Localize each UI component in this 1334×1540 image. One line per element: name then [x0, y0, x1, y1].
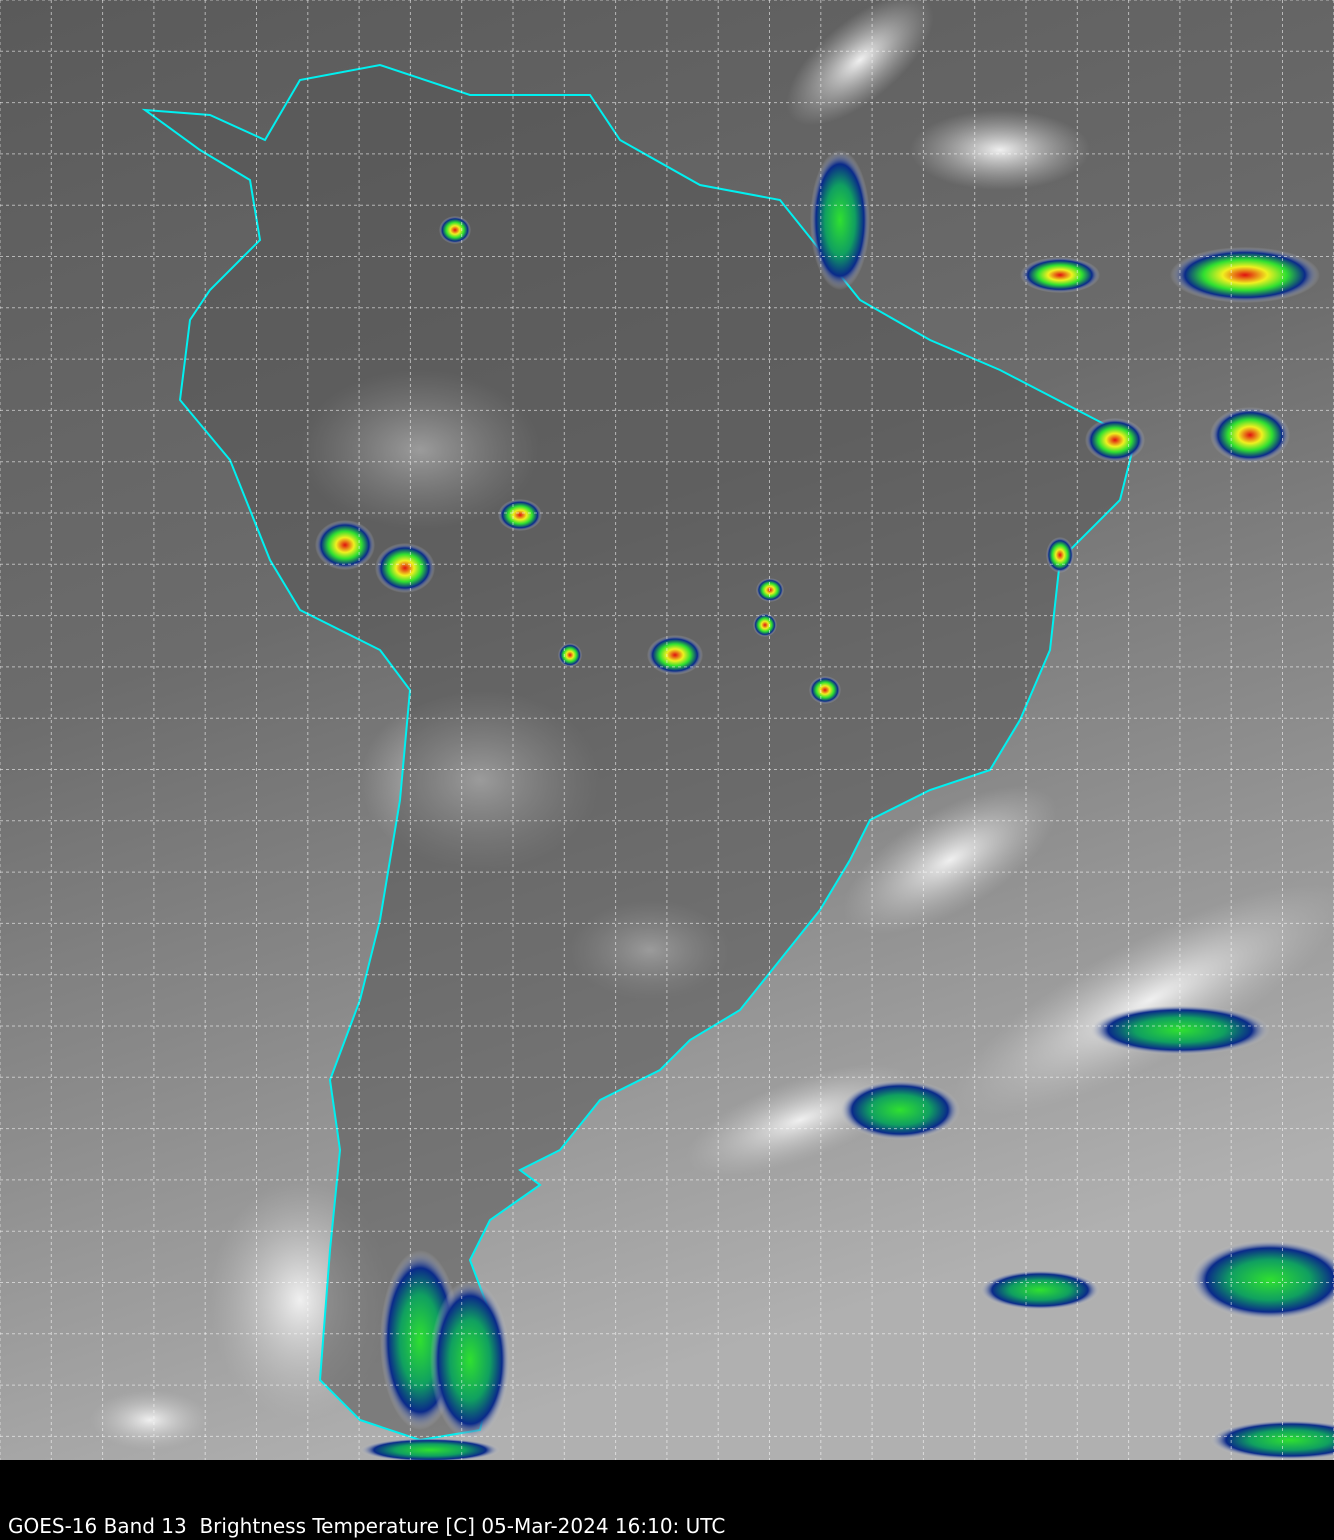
storm-cell	[1020, 257, 1100, 293]
cloud-patch	[910, 110, 1090, 190]
satellite-map	[0, 0, 1334, 1460]
storm-cell	[1046, 537, 1074, 573]
cold-cloud-band	[430, 1280, 510, 1440]
image-caption: GOES-16 Band 13 Brightness Temperature […	[8, 1514, 726, 1538]
cold-cloud-band	[1210, 1420, 1334, 1460]
cold-cloud-band	[1090, 1005, 1270, 1055]
storm-cell	[809, 676, 841, 704]
storm-cell	[375, 543, 435, 593]
storm-cell	[1085, 418, 1145, 462]
cloud-patch	[90, 1390, 210, 1450]
storm-cell	[439, 216, 471, 244]
storm-cell	[558, 643, 582, 667]
cloud-patch	[786, 0, 934, 126]
storm-cell	[647, 635, 703, 675]
cold-cloud-band	[980, 1270, 1100, 1310]
lat-lon-grid	[0, 0, 1334, 1460]
cloud-patch	[843, 786, 1057, 934]
storm-cell	[753, 613, 777, 637]
storm-cell	[315, 520, 375, 570]
continent-land	[141, 63, 1137, 1442]
storm-cell	[498, 499, 542, 531]
cloud-patch	[953, 883, 1334, 1117]
cold-cloud-band	[810, 150, 870, 290]
cold-cloud-band	[360, 1438, 500, 1460]
storm-cell	[1170, 247, 1320, 303]
storm-cell	[1210, 407, 1290, 463]
cold-cloud-band	[1190, 1240, 1334, 1320]
cold-cloud-band	[840, 1080, 960, 1140]
